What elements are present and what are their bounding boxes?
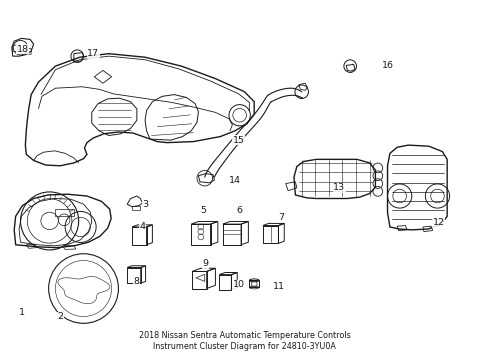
- Text: 3: 3: [142, 201, 148, 210]
- Text: 7: 7: [277, 213, 283, 222]
- Text: 11: 11: [272, 282, 284, 291]
- Text: 6: 6: [236, 206, 242, 215]
- Text: 17: 17: [87, 49, 99, 58]
- Text: 10: 10: [232, 280, 244, 289]
- Text: 18: 18: [17, 45, 28, 54]
- Text: 15: 15: [232, 136, 244, 145]
- Text: 16: 16: [381, 61, 393, 70]
- Text: 2018 Nissan Sentra Automatic Temperature Controls
Instrument Cluster Diagram for: 2018 Nissan Sentra Automatic Temperature…: [138, 331, 350, 351]
- Text: 14: 14: [228, 176, 240, 185]
- Text: 8: 8: [134, 277, 140, 286]
- Text: 2: 2: [57, 312, 63, 321]
- Text: 1: 1: [19, 308, 24, 317]
- Text: 4: 4: [140, 222, 145, 231]
- Text: 13: 13: [332, 183, 345, 192]
- Text: 5: 5: [200, 206, 206, 215]
- Text: 9: 9: [203, 259, 208, 268]
- Text: 12: 12: [431, 218, 444, 227]
